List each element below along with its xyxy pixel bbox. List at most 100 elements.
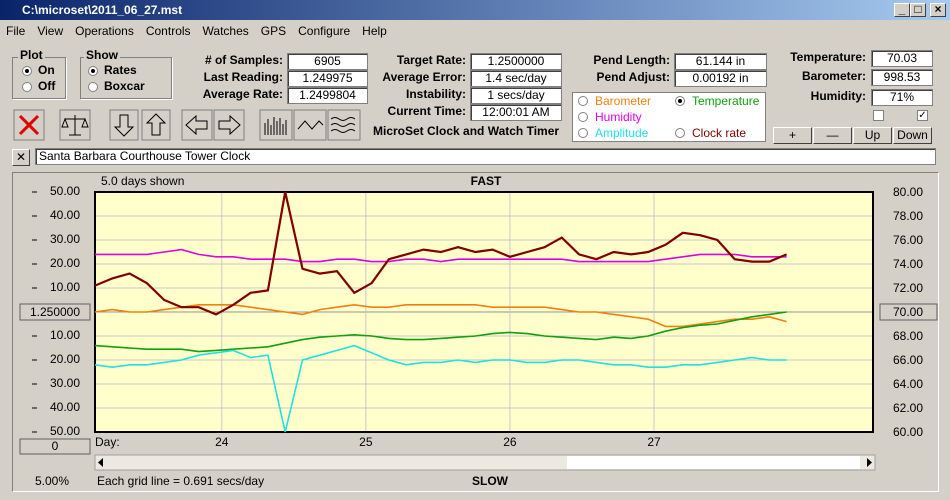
series-line (94, 344, 787, 433)
button[interactable]: — (813, 127, 852, 144)
y2-tick-label: 68.00 (893, 329, 923, 343)
y2-tick-label: 66.00 (893, 353, 923, 367)
field-label: Instability: (405, 87, 466, 101)
radio[interactable] (22, 66, 32, 76)
tool-button[interactable] (213, 109, 245, 141)
y-tick-label: 30.00 (50, 232, 80, 246)
tool-button[interactable] (59, 109, 91, 141)
x-tick-label: 24 (215, 435, 229, 449)
menu-item[interactable]: Controls (145, 24, 191, 38)
minimize[interactable]: _ (894, 3, 910, 17)
field-value[interactable]: 1.4 sec/day (470, 70, 562, 87)
radio[interactable] (675, 128, 685, 138)
tool-button[interactable] (293, 109, 327, 141)
radio[interactable] (578, 128, 588, 138)
y-tick-label: 50.00 (50, 184, 80, 198)
y2-tick-label: 78.00 (893, 209, 923, 223)
menu-item[interactable]: Configure (298, 24, 351, 38)
legend-label: Amplitude (595, 126, 649, 140)
slow-label: SLOW (472, 474, 509, 488)
field-value[interactable]: 1.2500000 (470, 53, 562, 70)
field-value[interactable]: 12:00:01 AM (470, 104, 562, 121)
series-line (94, 303, 787, 328)
field-label: Pend Adjust: (596, 70, 670, 84)
y-tick-label: 20.00 (50, 352, 80, 366)
field-value[interactable]: 71% (871, 89, 933, 106)
close[interactable]: × (930, 3, 946, 17)
checkbox[interactable] (873, 110, 884, 121)
menu-item[interactable]: View (37, 24, 64, 38)
field-value[interactable]: 70.03 (871, 50, 933, 67)
toolbar (13, 109, 361, 141)
tool-button[interactable] (141, 109, 171, 141)
button[interactable]: Down (893, 127, 932, 144)
field-value[interactable]: 0.00192 in (674, 70, 767, 87)
legend-label: Humidity (595, 110, 642, 124)
scroll-track (567, 456, 860, 469)
y2-tick-label: 60.00 (893, 425, 923, 439)
radio[interactable] (88, 82, 98, 92)
y2-tick-label: 64.00 (893, 377, 923, 391)
y-tick-label: 40.00 (50, 400, 80, 414)
radio[interactable] (88, 66, 98, 76)
menu-item[interactable]: File (6, 24, 26, 38)
radio-dot (678, 99, 682, 103)
tool-button[interactable] (181, 109, 213, 141)
show-group (80, 57, 172, 99)
checkbox[interactable]: ✓ (917, 110, 928, 121)
field-value[interactable]: 1 secs/day (470, 87, 562, 104)
radio[interactable] (22, 82, 32, 92)
menu-item[interactable]: Help (362, 24, 387, 38)
menu-item[interactable]: Watches (202, 24, 249, 38)
center-button[interactable] (879, 303, 938, 321)
field-label: Target Rate: (396, 53, 466, 67)
field-value[interactable]: 61.144 in (674, 53, 767, 70)
group-title: Plot (18, 48, 45, 62)
tool-button[interactable] (259, 109, 293, 141)
field-label: Current Time: (387, 104, 466, 118)
button[interactable]: Up (853, 127, 892, 144)
legend-label: Temperature (692, 94, 760, 108)
y2-tick-label: 62.00 (893, 401, 923, 415)
radio-label: Off (38, 79, 56, 93)
y2-tick-label: 70.00 (893, 305, 923, 319)
y-tick-label: 30.00 (50, 376, 80, 390)
y-tick-label: 10.00 (50, 280, 80, 294)
grid-note: Each grid line = 0.691 secs/day (97, 474, 264, 488)
offset-button[interactable] (19, 438, 91, 455)
tool-button[interactable] (109, 109, 139, 141)
menu-item[interactable]: GPS (260, 24, 287, 38)
tool-button[interactable] (327, 109, 361, 141)
clear-button[interactable]: ✕ (12, 149, 30, 166)
field-label: # of Samples: (204, 53, 283, 67)
center-button[interactable] (19, 303, 91, 321)
field-label: Average Rate: (202, 87, 283, 101)
radio[interactable] (578, 96, 588, 106)
field-label: Humidity: (810, 89, 866, 103)
menu-item[interactable]: Operations (75, 24, 134, 38)
group-title: Show (84, 48, 120, 62)
button[interactable]: + (773, 127, 812, 144)
y-tick-label: 1.250000 (30, 305, 80, 319)
legend-label: Barometer (595, 94, 651, 108)
field-value[interactable]: 998.53 (871, 69, 933, 86)
field-value[interactable]: 1.2499804 (287, 87, 368, 104)
zoom: 5.00% (35, 474, 69, 488)
tool-button[interactable] (13, 109, 45, 141)
radio[interactable] (578, 112, 588, 122)
chart-panel (12, 172, 939, 492)
field-value[interactable]: 6905 (287, 53, 368, 70)
y2-tick-label: 80.00 (893, 185, 923, 199)
menu-bar: File View Operations Controls Watches GPS Conf… (0, 21, 950, 41)
fast-label: FAST (471, 174, 502, 188)
field-label: Barometer: (801, 69, 866, 83)
y2-tick-label: 76.00 (893, 233, 923, 247)
y-tick-label: 40.00 (50, 208, 80, 222)
y-tick-label: 10.00 (50, 328, 80, 342)
field-label: Temperature: (790, 50, 866, 64)
series-line (94, 191, 788, 316)
field-value[interactable]: 1.249975 (287, 70, 368, 87)
maximize[interactable]: □ (910, 3, 926, 17)
clock-name[interactable]: Santa Barbara Courthouse Tower Clock (35, 148, 936, 165)
